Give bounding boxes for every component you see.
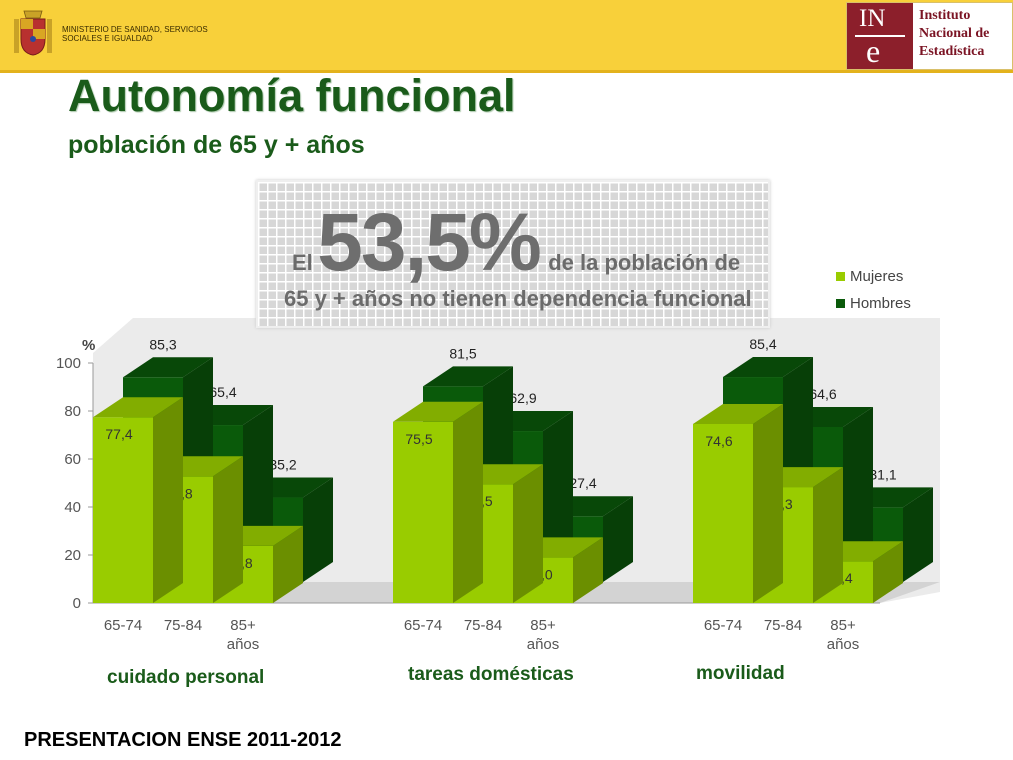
bar-mujeres-top (93, 397, 183, 418)
header-bar: MINISTERIO DE SANIDAD, SERVICIOS SOCIALE… (0, 0, 1013, 73)
page-subtitle: población de 65 y + años (68, 131, 365, 159)
legend-item-hombres: Hombres (836, 290, 911, 317)
callout-big-number: 53,5% (317, 197, 542, 288)
x-tick-label-line-2: años (227, 636, 260, 653)
bar-mujeres-side (873, 541, 903, 603)
data-label-hombres: 64,6 (809, 386, 836, 402)
bar-mujeres-side (573, 537, 603, 603)
bar-mujeres-front (393, 421, 453, 603)
footer-caption: PRESENTACION ENSE 2011-2012 (24, 729, 342, 751)
bar-hombres-side (843, 406, 873, 582)
x-tick-label: 65-74 (404, 617, 442, 634)
ministry-name: MINISTERIO DE SANIDAD, SERVICIOS SOCIALE… (62, 25, 208, 43)
group-label: cuidado personal (107, 667, 264, 688)
y-tick-label: 80 (64, 403, 81, 420)
group-label: movilidad (696, 663, 785, 684)
x-tick-label: 85+ (830, 617, 856, 634)
callout-suffix: de la población de (548, 250, 741, 275)
bar-hombres-side (903, 487, 933, 582)
bar-mujeres-side (213, 456, 243, 603)
ine-emblem-in: IN (859, 5, 886, 32)
x-tick-label: 75-84 (764, 617, 802, 634)
bar-mujeres-side (273, 525, 303, 603)
legend-label-hombres: Hombres (850, 295, 911, 312)
ministry-logo: MINISTERIO DE SANIDAD, SERVICIOS SOCIALE… (10, 8, 212, 60)
bar-mujeres-side (453, 401, 483, 603)
ine-name-line-3: Estadística (919, 44, 985, 59)
y-tick-label: 0 (73, 595, 81, 612)
bar-hombres-top (423, 366, 513, 387)
callout-line-2: 65 y + años no tienen dependencia funcio… (284, 286, 752, 311)
bar-mujeres-top (393, 401, 483, 422)
x-tick-label: 75-84 (464, 617, 502, 634)
y-axis-unit: % (82, 337, 95, 354)
bar-hombres-side (603, 496, 633, 582)
x-tick-label: 85+ (530, 617, 556, 634)
x-tick-label: 65-74 (104, 617, 142, 634)
data-label-mujeres: 74,6 (705, 433, 732, 449)
data-label-hombres: 31,1 (869, 466, 896, 482)
bar-hombres-side (303, 477, 333, 582)
bar-mujeres-side (153, 397, 183, 603)
data-label-hombres: 65,4 (209, 384, 236, 400)
bar-mujeres-side (513, 464, 543, 603)
x-tick-label: 75-84 (164, 617, 202, 634)
x-tick-label: 85+ (230, 617, 256, 634)
bar-mujeres-front (693, 423, 753, 603)
ine-name: Instituto Nacional de Estadística (919, 7, 989, 69)
ine-name-line-1: Instituto (919, 8, 971, 23)
bar-mujeres-side (813, 467, 843, 603)
x-tick-label-line-2: años (827, 636, 860, 653)
ine-emblem: IN e (847, 3, 913, 69)
legend-label-mujeres: Mujeres (850, 268, 904, 285)
y-tick-label: 100 (56, 355, 81, 372)
bar-hombres-top (123, 357, 213, 378)
group-label: tareas domésticas (408, 664, 574, 685)
y-tick-label: 40 (64, 499, 81, 516)
ine-emblem-e: e (866, 33, 881, 69)
x-tick-label-line-2: años (527, 636, 560, 653)
y-tick-label: 20 (64, 547, 81, 564)
bar-mujeres-side (753, 403, 783, 603)
data-label-hombres: 35,2 (269, 457, 296, 473)
coat-of-arms-icon (14, 10, 52, 56)
bar-hombres-top (723, 357, 813, 378)
callout-prefix: El (292, 250, 313, 275)
ine-logo: IN e Instituto Nacional de Estadística (846, 2, 1013, 70)
data-label-hombres: 62,9 (509, 390, 536, 406)
bar-mujeres-front (93, 417, 153, 603)
data-label-mujeres: 75,5 (405, 431, 432, 447)
page-title: Autonomía funcional (68, 70, 516, 121)
data-label-hombres: 81,5 (449, 345, 476, 361)
chart-legend: Mujeres Hombres (836, 263, 911, 317)
x-tick-label: 65-74 (704, 617, 742, 634)
data-label-mujeres: 77,4 (105, 426, 132, 442)
data-label-hombres: 85,4 (749, 336, 776, 352)
legend-swatch-hombres (836, 299, 845, 308)
bar-mujeres-top (693, 403, 783, 424)
y-tick-label: 60 (64, 451, 81, 468)
callout-line-1: El 53,5% de la población de (292, 196, 762, 290)
highlight-callout: El 53,5% de la población de 65 y + años … (256, 180, 770, 328)
data-label-hombres: 85,3 (149, 336, 176, 352)
bar-chart: 020406080100%35,265,485,323,852,877,465-… (56, 318, 940, 688)
ine-name-line-2: Nacional de (919, 26, 990, 41)
legend-swatch-mujeres (836, 272, 845, 281)
data-label-hombres: 27,4 (569, 475, 596, 491)
legend-item-mujeres: Mujeres (836, 263, 911, 290)
